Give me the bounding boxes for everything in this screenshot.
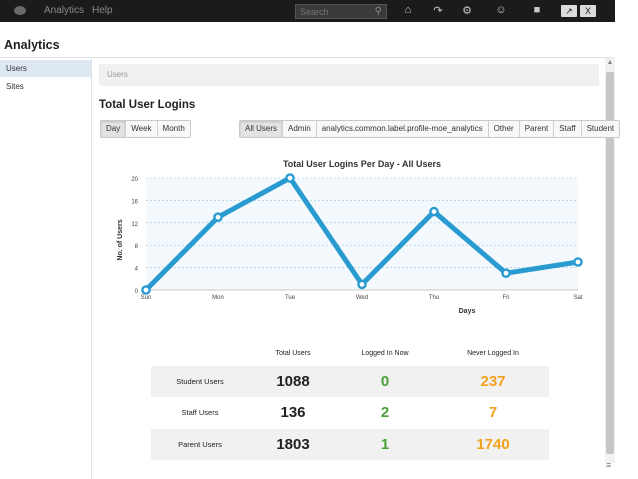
period-day-button[interactable]: Day [101,121,126,137]
period-month-button[interactable]: Month [156,121,190,137]
nav-analytics[interactable]: Analytics [44,5,85,16]
resize-handle-icon[interactable]: ≡ [606,460,612,470]
role-admin-button[interactable]: Admin [282,121,316,137]
role-staff-button[interactable]: Staff [553,121,581,137]
stats-total-value: 136 [280,404,306,421]
stats-header-total: Total Users [275,350,311,357]
role-profile-moe-analytics-button[interactable]: analytics.common.label.profile-moe_analy… [315,121,488,137]
chart-data-point[interactable] [285,173,295,183]
chart-y-tick-label: 20 [131,177,138,183]
chart-y-tick-label: 16 [131,199,138,205]
chart-data-point[interactable] [141,285,151,295]
app-title: Analytics [4,38,60,52]
chart-x-label: Days [459,308,476,315]
stats-row-label: Staff Users [181,408,219,417]
share-icon[interactable]: ↷ [433,5,443,17]
chat-icon[interactable]: ■ [533,4,541,16]
stats-never-logged-in-value: 7 [488,404,498,421]
stats-row-label: Parent Users [178,440,222,449]
stats-never-logged-in-value: 237 [480,373,506,390]
chart-title: Total User Logins Per Day - All Users [283,159,441,169]
scroll-thumb[interactable] [606,72,614,454]
role-button-group: All Users Admin analytics.common.label.p… [239,120,621,138]
chart-data-point[interactable] [213,212,223,222]
gear-icon[interactable]: ⚙ [462,5,472,17]
chart-y-ticks: 0 4 8 12 16 20 [131,177,138,295]
chart-x-tick-label: Mon [212,295,224,301]
sidebar: Users Sites [0,58,92,479]
logo-icon[interactable] [14,6,26,15]
top-navbar: Analytics Help ⚲ ⌂ ↷ ⚙ ☺ ■ ↗ X [0,0,615,22]
chart-y-tick-label: 0 [135,289,139,295]
chart-data-point[interactable] [573,257,583,267]
breadcrumb: Users [99,64,599,86]
period-button-group: Day Week Month [100,120,191,138]
stats-total-value: 1803 [276,436,310,453]
role-student-button[interactable]: Student [580,121,620,137]
stats-logged-in-now-value: 1 [380,436,390,453]
stats-logged-in-now-value: 2 [380,404,390,421]
role-parent-button[interactable]: Parent [518,121,554,137]
scrollbar[interactable]: ▲ [605,58,615,463]
nav-help[interactable]: Help [92,5,113,16]
chart-data-point[interactable] [501,268,511,278]
chart-x-tick-label: Sun [141,295,152,301]
home-icon[interactable]: ⌂ [404,4,412,16]
search-box: ⚲ [295,4,387,19]
chart-y-tick-label: 8 [135,244,139,250]
role-all-users-button[interactable]: All Users [240,121,283,137]
search-input[interactable] [296,5,372,18]
chart-data-point[interactable] [429,206,439,217]
stats-header-never-logged-in: Never Logged In [467,350,519,357]
chart-x-tick-label: Tue [285,295,296,301]
stats-header-logged-in-now: Logged In Now [361,350,409,357]
logins-line-chart: Total User Logins Per Day - All Users 0 4… [117,159,583,315]
stats-row-staff: Staff Users 136 2 7 [151,397,549,428]
stats-row-label: Student Users [176,377,224,386]
header-divider [0,57,615,58]
stats-never-logged-in-value: 1740 [476,436,510,453]
stats-row-student: Student Users 1088 0 237 [151,366,549,397]
stats-total-value: 1088 [276,373,310,390]
people-icon[interactable]: ☺ [495,4,507,16]
period-week-button[interactable]: Week [125,121,157,137]
sidebar-item-sites[interactable]: Sites [6,82,24,91]
role-other-button[interactable]: Other [487,121,519,137]
close-button[interactable]: X [580,5,596,17]
chart-y-label: No. of Users [117,219,124,260]
chart-y-tick-label: 4 [135,267,139,273]
stats-logged-in-now-value: 0 [380,373,390,390]
chart-x-tick-label: Sat [573,295,582,301]
scroll-up-icon[interactable]: ▲ [606,59,614,66]
sidebar-item-users[interactable]: Users [0,60,91,77]
chart-x-ticks: Sun Mon Tue Wed Thu Fri Sat [141,295,583,301]
section-title: Total User Logins [99,99,196,111]
chart-x-tick-label: Fri [503,295,510,301]
search-icon[interactable]: ⚲ [374,6,382,17]
expand-button[interactable]: ↗ [561,5,577,17]
stats-row-parent: Parent Users 1803 1 1740 [151,429,549,460]
chart-x-tick-label: Wed [356,295,368,301]
chart-y-tick-label: 12 [131,222,138,228]
chart-data-point[interactable] [357,279,367,290]
chart-x-tick-label: Thu [429,295,439,301]
chart-series [141,173,583,295]
